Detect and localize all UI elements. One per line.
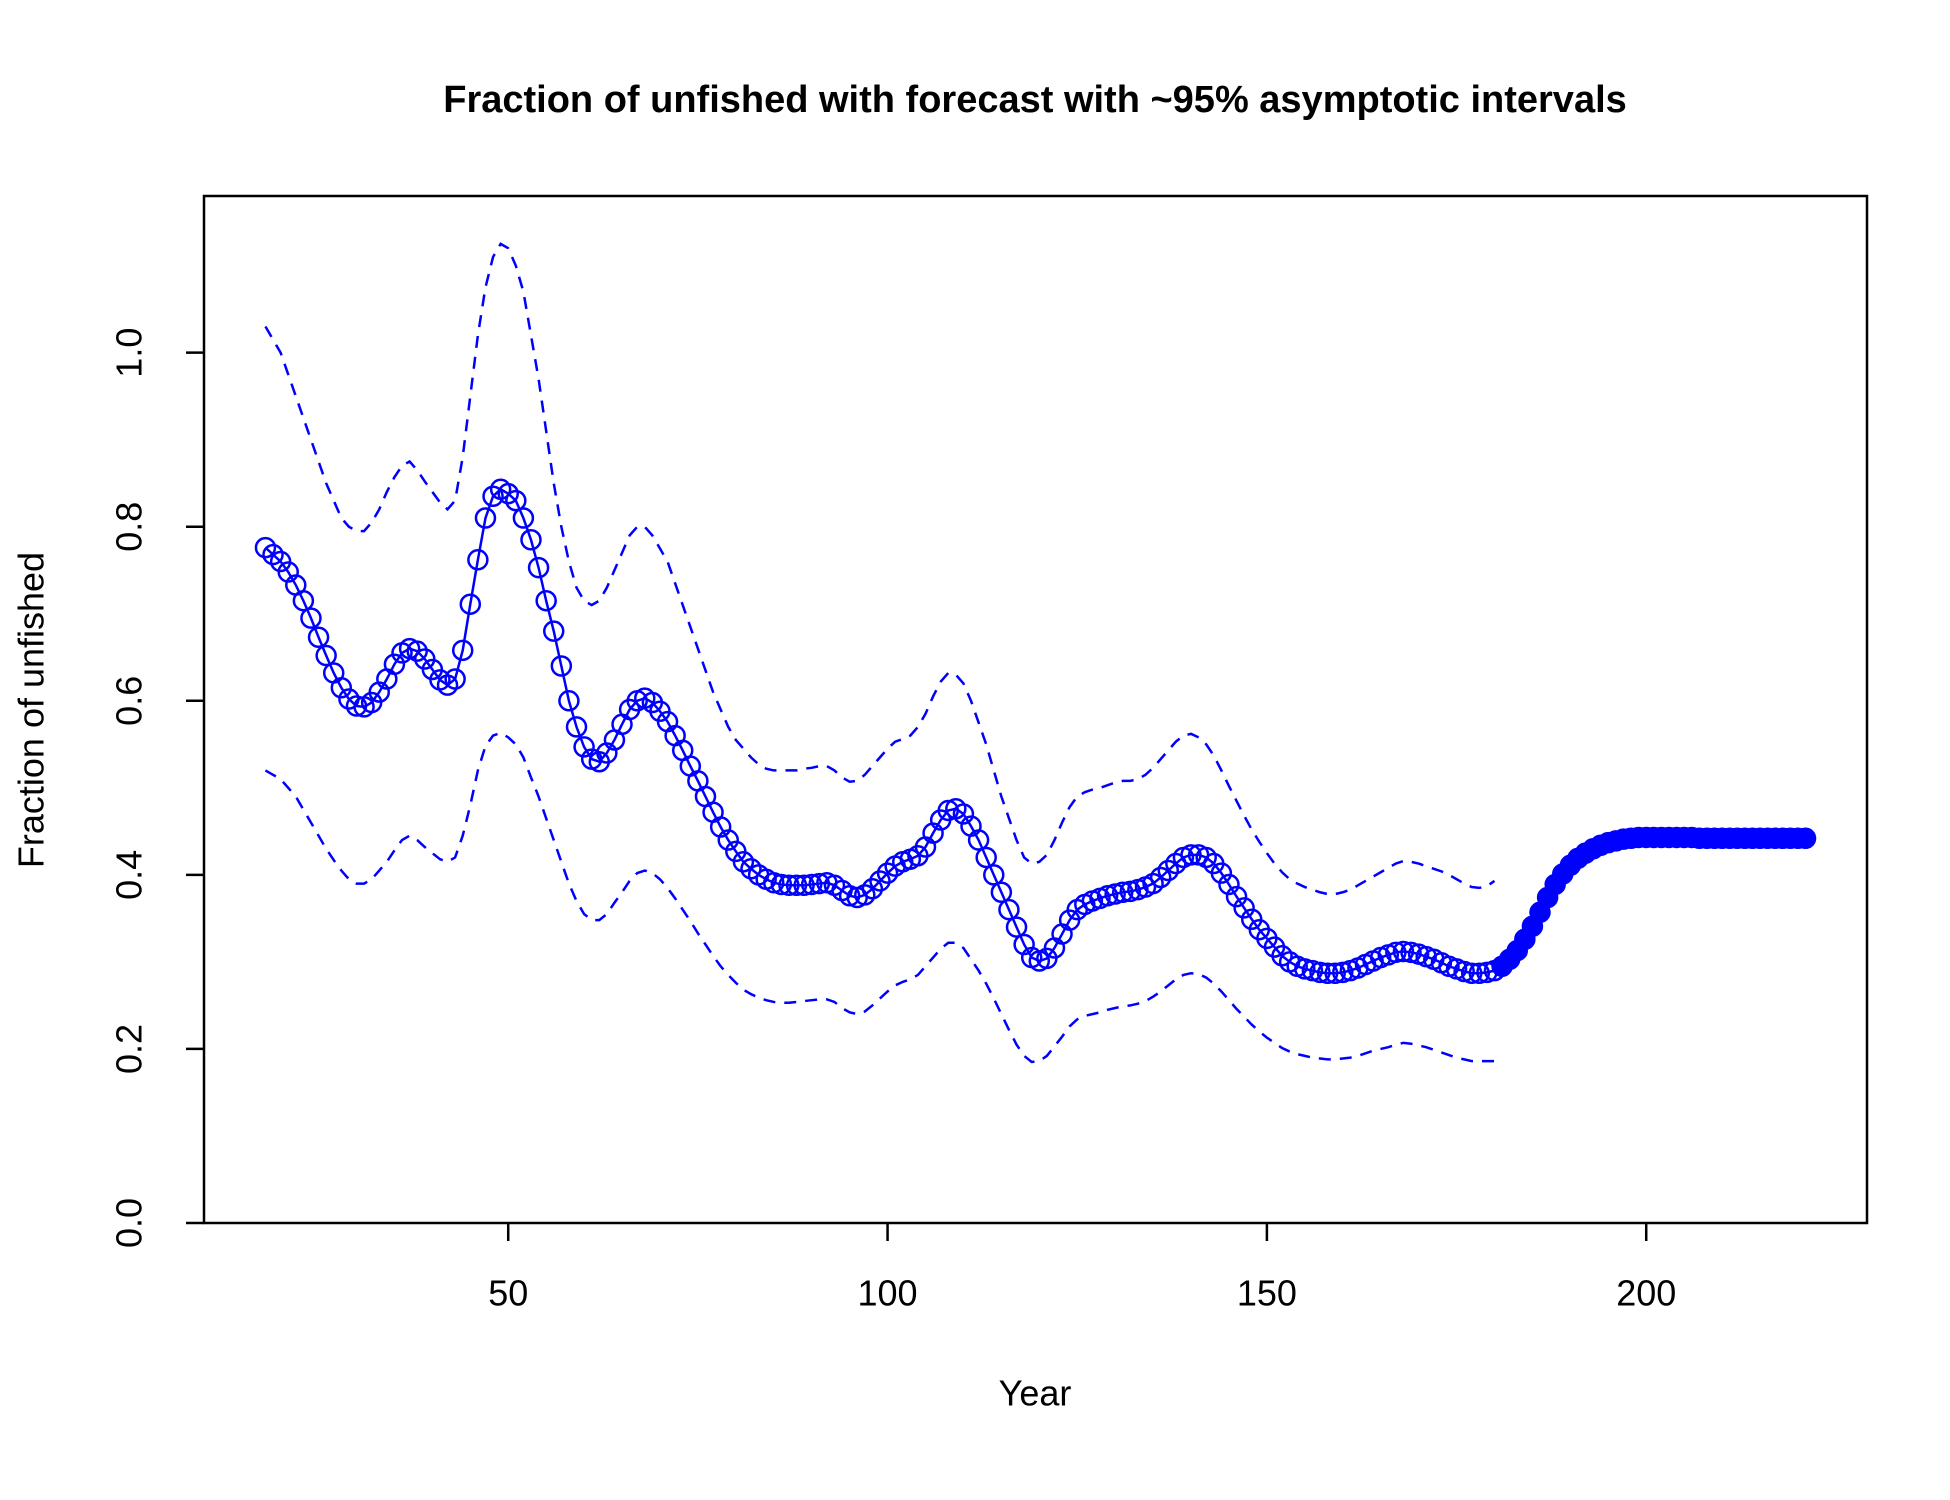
point	[770, 873, 793, 896]
point	[793, 874, 815, 897]
point	[345, 695, 368, 717]
point	[444, 668, 466, 690]
point	[861, 878, 884, 900]
point	[565, 716, 588, 738]
point	[838, 885, 861, 907]
point	[558, 690, 580, 712]
point	[482, 485, 504, 508]
point	[937, 799, 960, 822]
point	[952, 803, 975, 825]
x-tick-label: 50	[488, 1273, 528, 1314]
point	[1316, 962, 1339, 984]
point	[520, 529, 542, 551]
point	[1309, 961, 1331, 984]
point	[1096, 885, 1119, 907]
point	[1111, 881, 1134, 904]
point	[512, 507, 535, 529]
point	[1294, 958, 1316, 980]
point	[1157, 859, 1180, 882]
point	[292, 589, 315, 612]
point	[998, 898, 1020, 921]
x-axis-label: Year	[999, 1373, 1072, 1414]
point	[1005, 916, 1028, 938]
point	[1453, 960, 1475, 983]
point	[1400, 941, 1422, 964]
interval-line	[264, 242, 1496, 896]
point	[975, 846, 997, 869]
point	[307, 626, 330, 649]
point	[785, 874, 808, 897]
point	[1460, 962, 1483, 984]
y-tick-label: 1.0	[109, 328, 150, 378]
point	[1468, 962, 1491, 984]
point	[315, 644, 337, 667]
point	[535, 589, 557, 612]
point	[1301, 959, 1324, 982]
point	[763, 871, 785, 894]
point	[451, 639, 474, 662]
point	[967, 829, 990, 851]
point	[983, 864, 1005, 886]
x-tick-label: 150	[1237, 1273, 1297, 1314]
point	[800, 873, 823, 896]
y-tick-label: 0.4	[109, 850, 150, 900]
point	[1225, 885, 1248, 908]
point	[527, 556, 550, 579]
point	[467, 549, 489, 571]
point	[876, 862, 899, 884]
x-tick-label: 200	[1616, 1273, 1676, 1314]
point	[732, 851, 755, 873]
point	[1210, 862, 1233, 884]
point	[497, 482, 519, 505]
point	[330, 676, 353, 699]
point	[1149, 866, 1172, 889]
point	[1104, 883, 1126, 905]
point	[406, 640, 428, 662]
point	[1794, 827, 1817, 850]
y-tick-label: 0.0	[109, 1198, 150, 1248]
point	[778, 874, 800, 897]
point	[459, 593, 482, 615]
point	[1392, 940, 1415, 963]
point	[1119, 880, 1142, 903]
y-tick-label: 0.6	[109, 676, 150, 726]
point	[1218, 873, 1240, 896]
point	[254, 536, 277, 559]
point	[542, 620, 565, 642]
y-tick-label: 0.8	[109, 502, 150, 552]
point	[869, 870, 891, 892]
interval-line	[264, 731, 1495, 1064]
point	[990, 881, 1013, 904]
y-axis-label: Fraction of unfished	[11, 552, 52, 868]
point	[1324, 962, 1346, 984]
plot-box	[202, 194, 1869, 1225]
point	[1180, 844, 1202, 866]
point	[1385, 941, 1407, 964]
point	[300, 607, 322, 629]
point	[383, 653, 406, 675]
point	[262, 543, 284, 566]
point	[1233, 897, 1255, 919]
point	[1332, 961, 1354, 984]
point	[573, 736, 595, 758]
point	[808, 872, 831, 895]
chart-title: Fraction of unfished with forecast with …	[443, 79, 1627, 121]
y-tick-label: 0.2	[109, 1024, 150, 1074]
point	[717, 829, 739, 851]
x-tick-label: 100	[858, 1273, 918, 1314]
point	[550, 655, 573, 677]
point	[505, 489, 527, 512]
point	[474, 507, 497, 529]
